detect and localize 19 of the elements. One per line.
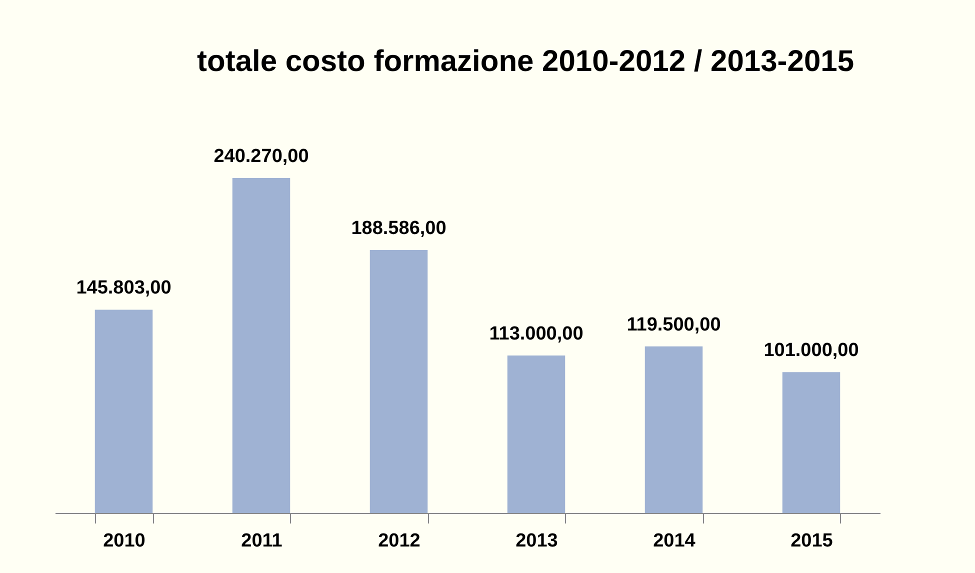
x-tick-label: 2011 [241, 530, 283, 552]
data-label: 101.000,00 [764, 340, 859, 362]
bar [644, 346, 703, 513]
data-label: 119.500,00 [626, 314, 721, 336]
data-label: 113.000,00 [489, 323, 584, 344]
bar [370, 250, 428, 513]
x-tick-label: 2010 [103, 530, 146, 552]
bar [782, 372, 840, 513]
x-tick-label: 2015 [790, 530, 834, 552]
bar [507, 355, 566, 513]
x-tick-label: 2012 [378, 530, 420, 552]
bar [232, 178, 290, 513]
x-tick-label: 2014 [653, 530, 696, 552]
chart-title: totale costo formazione 2010-2012 / 2013-2015 [197, 45, 854, 78]
x-tick-label: 2013 [516, 530, 558, 552]
data-label: 240.270,00 [214, 146, 309, 167]
data-label: 188.586,00 [351, 218, 446, 240]
data-label: 145.803,00 [76, 278, 172, 299]
bar [94, 310, 153, 513]
